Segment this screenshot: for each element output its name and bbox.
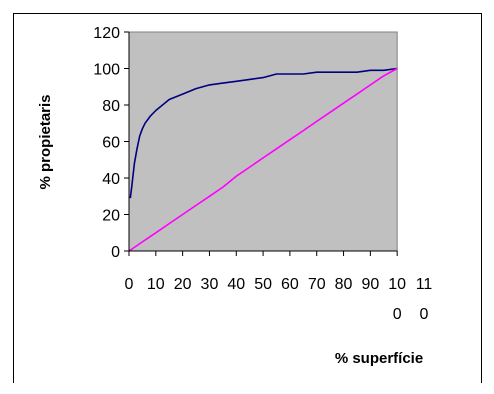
y-axis-title: % propietaris: [37, 94, 54, 189]
y-tick-label: 40: [102, 171, 120, 188]
x-tick-label: 80: [335, 276, 353, 293]
x-tick-label: 70: [308, 276, 326, 293]
x-tick-label: 30: [201, 276, 219, 293]
plot-area: [128, 31, 398, 252]
y-tick-label: 80: [102, 98, 120, 115]
x-tick-label: 10: [147, 276, 165, 293]
series-line-2: [128, 67, 398, 252]
x-tick-label-wrap: 0: [393, 306, 402, 323]
x-tick-label: 60: [281, 276, 299, 293]
series-layer: [128, 67, 398, 252]
y-tick-label: 60: [102, 135, 120, 152]
x-tick-label: 90: [361, 276, 379, 293]
x-tick-label: 20: [174, 276, 192, 293]
x-axis-title: % superfície: [335, 350, 423, 367]
y-tick-label: 0: [111, 244, 120, 261]
x-tick-label: 0: [125, 276, 134, 293]
y-tick-label: 100: [93, 62, 120, 79]
series-line-1: [129, 67, 398, 199]
x-tick-label-wrap: 0: [420, 306, 429, 323]
x-tick-label: 10: [388, 276, 406, 293]
y-axis-ticks: 0 20 40 60 80 100 120: [93, 25, 129, 261]
x-tick-label: 11: [416, 276, 433, 293]
x-tick-label: 50: [254, 276, 272, 293]
x-tick-label: 40: [227, 276, 245, 293]
y-tick-label: 20: [102, 208, 120, 225]
y-tick-label: 120: [93, 25, 120, 42]
